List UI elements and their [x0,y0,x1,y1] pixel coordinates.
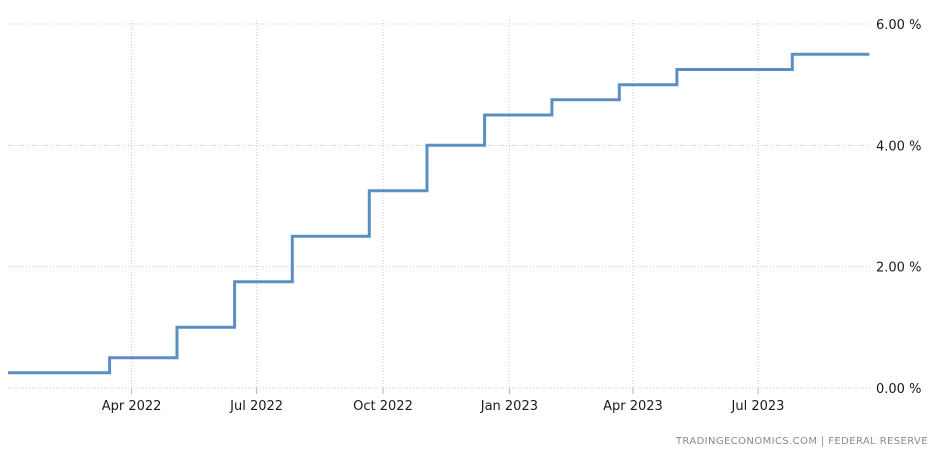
series-layer [8,52,870,375]
y-tick-label: 0.00 % [876,382,921,397]
y-tick-label: 6.00 % [876,18,921,33]
x-tick-label: Apr 2023 [603,399,663,414]
x-tick-label: Apr 2022 [102,399,162,414]
series-line [8,52,870,375]
source-credit: TRADINGECONOMICS.COM | FEDERAL RESERVE [675,436,928,447]
y-axis-labels: 0.00 % 2.00 % 4.00 % 6.00 % [876,18,921,397]
x-tick-label: Oct 2022 [353,399,413,414]
y-tick-label: 2.00 % [876,261,921,276]
x-tick-label: Jul 2023 [731,399,785,414]
x-tick-label: Jan 2023 [480,399,538,414]
y-tick-label: 4.00 % [876,139,921,154]
x-tick-label: Jul 2022 [229,399,283,414]
grid [8,20,870,394]
x-axis-labels: Apr 2022 Jul 2022 Oct 2022 Jan 2023 Apr 2023… [102,399,785,414]
